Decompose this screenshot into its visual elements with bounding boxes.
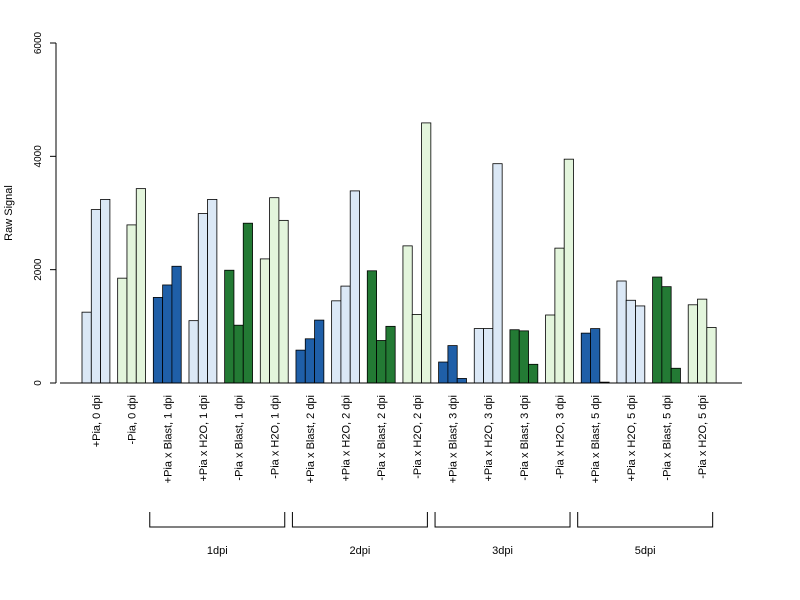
bar bbox=[518, 330, 529, 384]
bar bbox=[421, 122, 432, 384]
x-tick-label: +Pia x H2O, 3 dpi bbox=[483, 395, 495, 482]
bar bbox=[295, 349, 306, 384]
group-label: 1dpi bbox=[207, 545, 228, 557]
bar bbox=[331, 300, 342, 384]
bar bbox=[509, 329, 520, 384]
bar bbox=[171, 265, 182, 384]
bar bbox=[483, 328, 494, 384]
x-tick-label: -Pia x Blast, 1 dpi bbox=[234, 395, 246, 481]
bar bbox=[188, 320, 199, 384]
group-label: 2dpi bbox=[350, 545, 371, 557]
x-tick-label: +Pia x Blast, 3 dpi bbox=[448, 395, 460, 483]
bar bbox=[376, 340, 387, 384]
y-axis: 0 2000 4000 6000 bbox=[33, 31, 57, 386]
group-label: 3dpi bbox=[492, 545, 513, 557]
bar bbox=[554, 247, 565, 384]
x-tick-label: +Pia x H2O, 1 dpi bbox=[198, 395, 210, 482]
bar bbox=[492, 163, 503, 384]
y-tick-label: 6000 bbox=[33, 31, 44, 54]
bar bbox=[90, 209, 102, 384]
bar bbox=[81, 311, 92, 384]
x-tick-label: +Pia x H2O, 5 dpi bbox=[626, 395, 638, 482]
y-tick-label: 0 bbox=[33, 380, 44, 386]
x-tick-label: -Pia x H2O, 1 dpi bbox=[269, 395, 281, 479]
x-tick-label: -Pia x Blast, 2 dpi bbox=[376, 395, 388, 481]
y-tick-label: 4000 bbox=[33, 145, 44, 168]
y-tick-label: 2000 bbox=[33, 258, 44, 281]
bar bbox=[697, 298, 708, 384]
bar bbox=[233, 324, 244, 384]
bar bbox=[687, 304, 698, 384]
bar bbox=[304, 338, 315, 384]
bar bbox=[162, 284, 173, 384]
x-tick-label: +Pia x Blast, 1 dpi bbox=[162, 395, 174, 483]
bar bbox=[563, 158, 574, 384]
x-tick-label: +Pia x Blast, 2 dpi bbox=[305, 395, 317, 483]
bar bbox=[152, 297, 164, 384]
bar bbox=[438, 361, 449, 384]
bars bbox=[81, 122, 717, 384]
bar bbox=[242, 222, 253, 384]
dpi-group-brackets: 1dpi 2dpi 3dpi 5dpi bbox=[149, 512, 714, 557]
x-tick-label: +Pia x H2O, 2 dpi bbox=[341, 395, 353, 482]
bar bbox=[590, 328, 601, 384]
bar bbox=[259, 258, 270, 384]
bar bbox=[635, 305, 646, 384]
bar bbox=[197, 213, 208, 384]
group-bracket bbox=[291, 512, 428, 528]
bar bbox=[456, 378, 467, 384]
bar bbox=[447, 345, 458, 384]
y-axis-label: Raw Signal bbox=[3, 185, 15, 241]
group-bracket bbox=[149, 512, 286, 528]
bar bbox=[207, 198, 218, 384]
bar bbox=[385, 325, 396, 384]
bar bbox=[661, 286, 672, 384]
bar bbox=[269, 197, 280, 384]
bar bbox=[652, 276, 663, 384]
bar bbox=[706, 327, 717, 384]
bar bbox=[117, 277, 128, 384]
bar bbox=[545, 314, 556, 384]
group-bracket bbox=[434, 512, 571, 528]
x-tick-label: -Pia, 0 dpi bbox=[127, 395, 139, 445]
group-label: 5dpi bbox=[635, 545, 656, 557]
bar bbox=[580, 332, 591, 384]
bar bbox=[100, 198, 111, 384]
bar bbox=[224, 269, 235, 384]
bar bbox=[349, 190, 360, 384]
bar bbox=[670, 367, 681, 384]
x-tick-label: +Pia, 0 dpi bbox=[91, 395, 103, 447]
x-tick-label: -Pia x H2O, 2 dpi bbox=[412, 395, 424, 479]
bar bbox=[366, 270, 377, 384]
x-tick-label: -Pia x Blast, 3 dpi bbox=[519, 395, 531, 481]
bar bbox=[625, 299, 636, 384]
bar bbox=[473, 328, 484, 384]
x-tick-labels: +Pia, 0 dpi -Pia, 0 dpi +Pia x Blast, 1 dp… bbox=[91, 395, 709, 483]
x-tick-label: -Pia x H2O, 3 dpi bbox=[555, 395, 567, 479]
bar bbox=[402, 245, 413, 384]
x-tick-label: -Pia x H2O, 5 dpi bbox=[697, 395, 709, 479]
x-tick-label: +Pia x Blast, 5 dpi bbox=[590, 395, 602, 483]
group-bracket bbox=[577, 512, 714, 528]
bar bbox=[135, 188, 146, 384]
bar bbox=[411, 314, 422, 384]
bar bbox=[314, 319, 325, 384]
bar bbox=[340, 285, 351, 384]
bar bbox=[616, 280, 627, 384]
bar bbox=[126, 224, 137, 384]
x-tick-label: -Pia x Blast, 5 dpi bbox=[662, 395, 674, 481]
bar bbox=[528, 363, 539, 384]
bar bbox=[278, 219, 289, 384]
